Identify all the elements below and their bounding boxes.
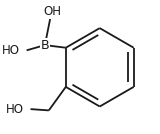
Text: HO: HO — [2, 44, 20, 57]
Text: OH: OH — [44, 5, 62, 18]
Text: HO: HO — [6, 103, 24, 116]
Text: B: B — [41, 39, 49, 52]
